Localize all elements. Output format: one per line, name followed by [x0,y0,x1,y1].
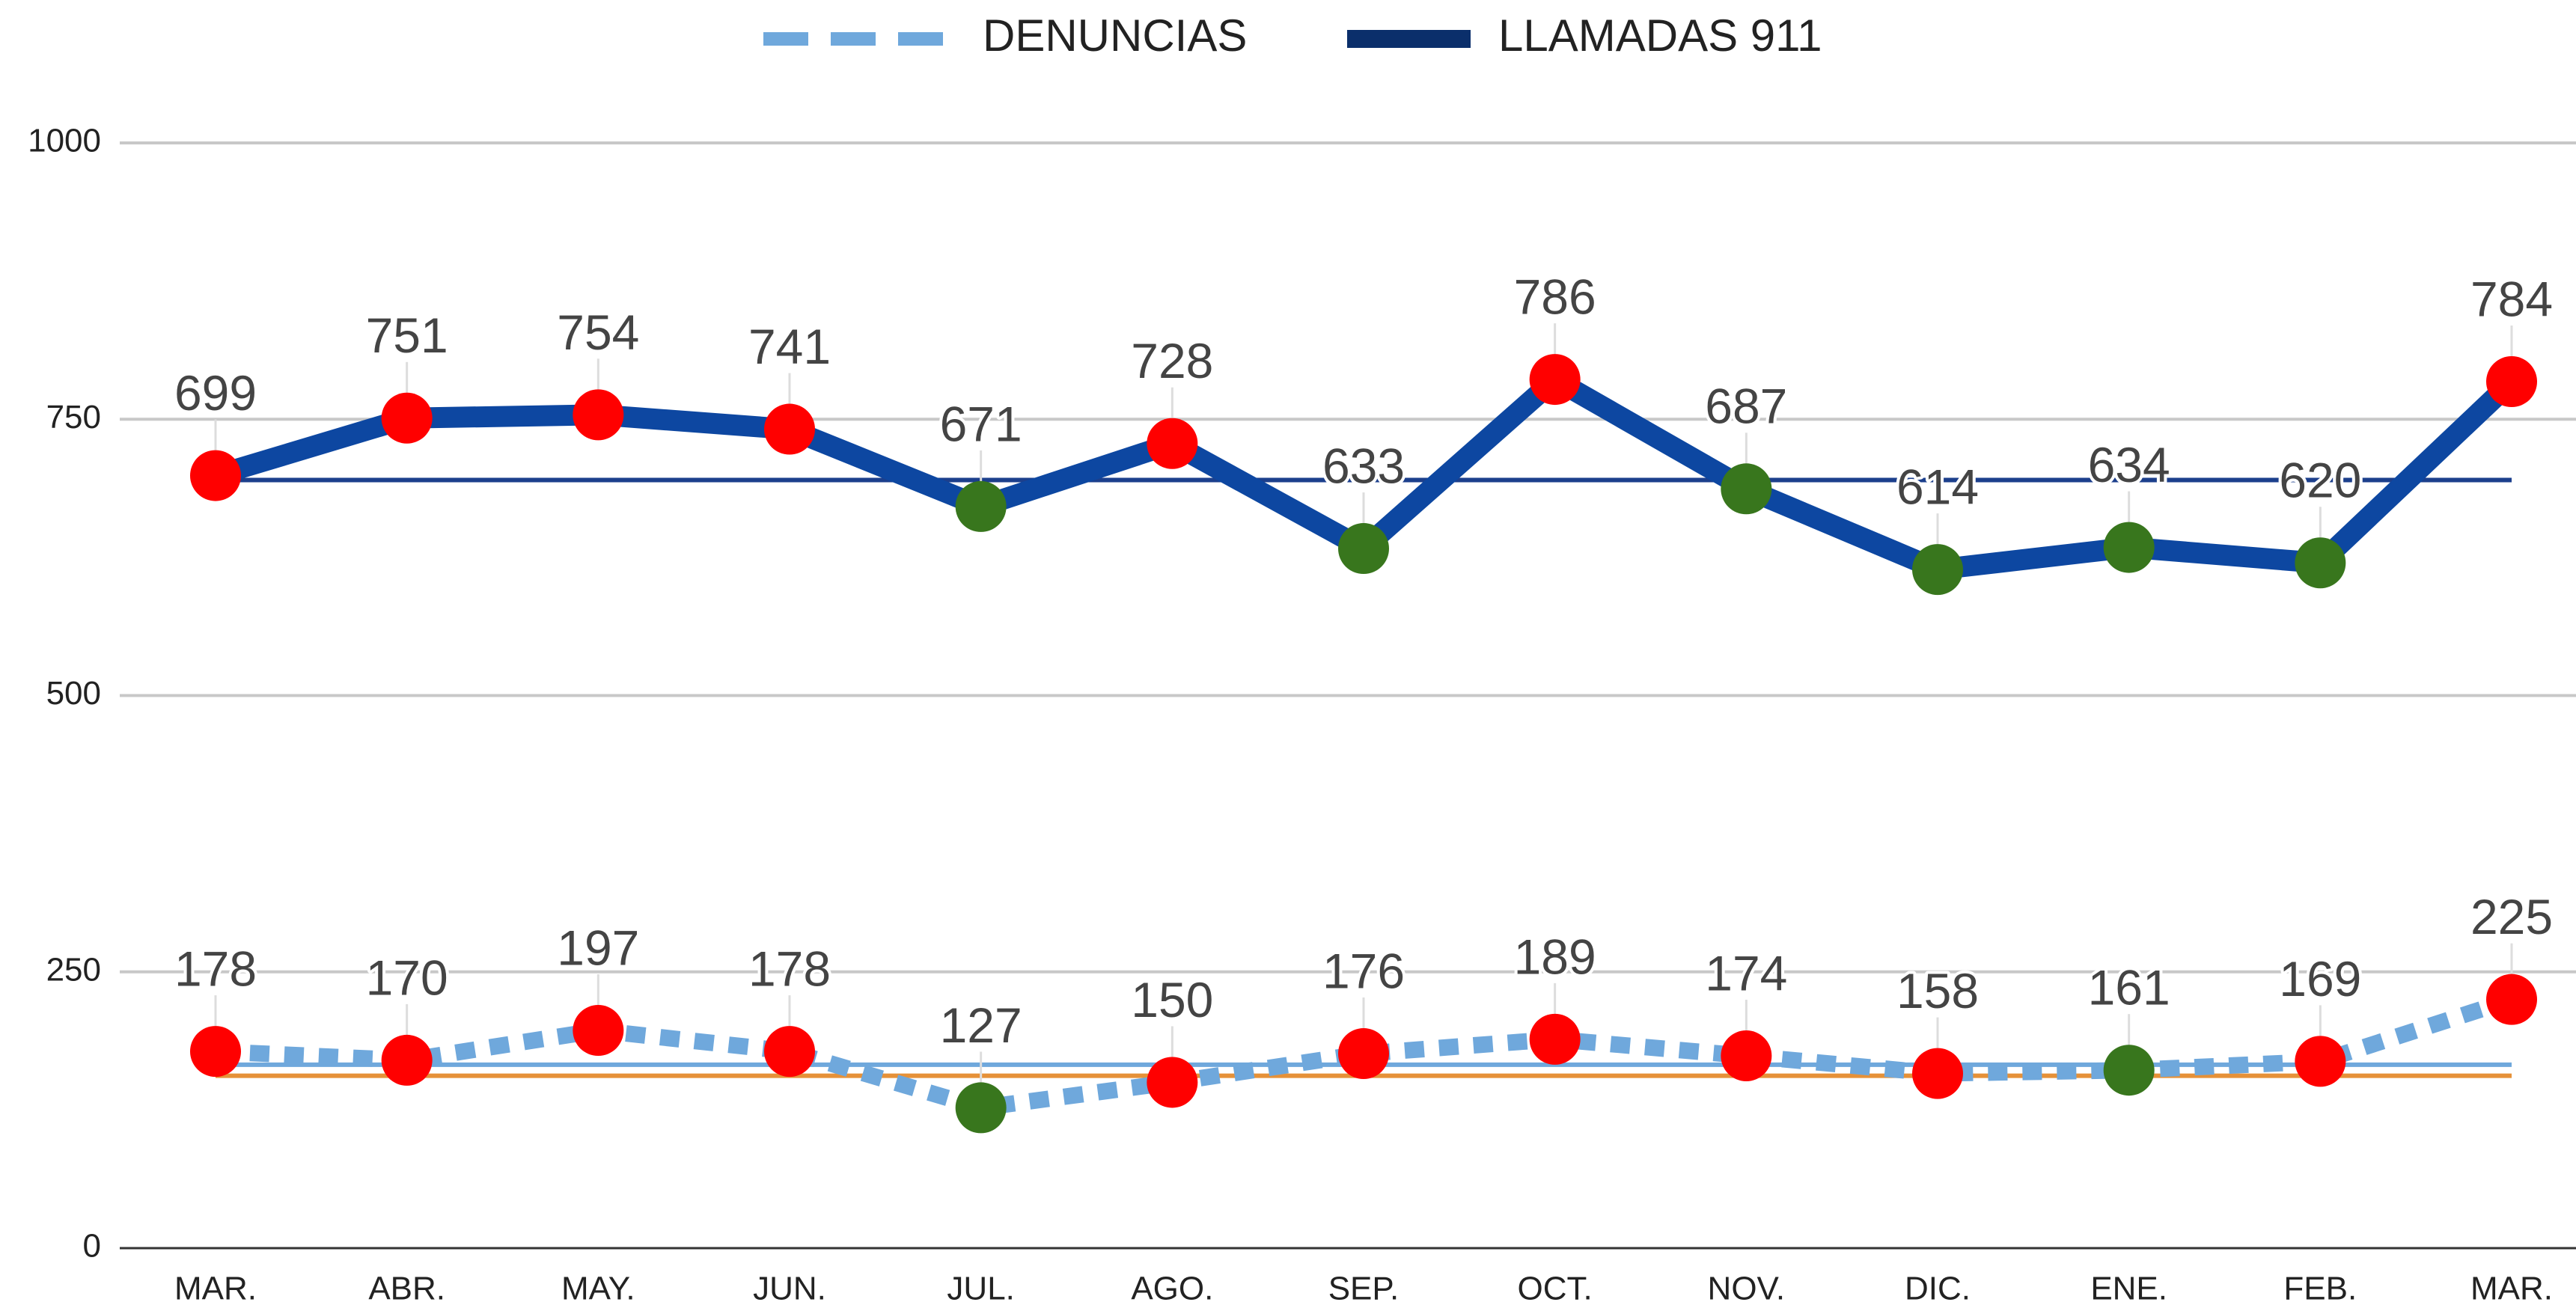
data-label: 633 [1322,438,1405,493]
data-point [1338,1028,1389,1080]
x-tick-label: SEP. [1328,1271,1400,1307]
data-point [381,392,433,444]
data-label: 741 [748,319,831,374]
y-tick-label: 500 [46,675,101,712]
data-point [381,1034,433,1086]
y-tick-label: 0 [83,1228,101,1265]
data-point [190,1026,241,1078]
x-tick-label: FEB. [2283,1271,2357,1307]
x-tick-label: MAY. [561,1271,635,1307]
y-tick-label: 750 [46,399,101,436]
data-label: 127 [940,997,1022,1053]
data-point [1912,544,1963,596]
data-point [573,1005,624,1057]
data-point [2103,1045,2155,1096]
data-label: 178 [174,941,257,997]
y-tick-label: 250 [46,951,101,988]
x-tick-label: MAR. [174,1271,257,1307]
data-label: 150 [1131,972,1213,1027]
x-tick-label: DIC. [1905,1271,1971,1307]
data-label: 784 [2470,271,2553,326]
data-point [1147,418,1198,469]
data-label: 197 [557,920,639,975]
data-point [2295,1036,2346,1087]
data-point [1529,354,1581,406]
data-label: 620 [2279,453,2361,508]
data-label: 158 [1896,963,1979,1018]
data-point [1912,1048,1963,1099]
data-point [955,1082,1007,1134]
legend-label: LLAMADAS 911 [1498,10,1822,61]
y-tick-label: 1000 [28,123,101,159]
data-label: 161 [2088,960,2170,1015]
data-label: 225 [2470,889,2553,944]
data-label: 671 [940,396,1022,451]
x-tick-label: JUL. [947,1271,1014,1307]
data-point [2486,974,2537,1025]
data-point [1721,1030,1772,1082]
data-label: 728 [1131,333,1213,388]
data-label: 699 [174,365,257,421]
x-tick-label: MAR. [2470,1271,2553,1307]
data-label: 634 [2088,437,2170,492]
data-label: 687 [1705,379,1787,434]
data-label: 169 [2279,951,2361,1006]
data-point [2486,356,2537,408]
data-label: 786 [1514,269,1596,325]
data-label: 178 [748,941,831,997]
data-point [2295,537,2346,589]
data-label: 614 [1896,459,1979,515]
data-label: 170 [366,950,448,1005]
data-point [764,1026,815,1078]
data-point [1338,523,1389,575]
data-label: 751 [366,308,448,363]
data-point [190,450,241,501]
data-label: 189 [1514,929,1596,984]
x-tick-label: NOV. [1708,1271,1786,1307]
data-point [1147,1057,1198,1108]
x-tick-label: ENE. [2090,1271,2167,1307]
data-point [764,403,815,455]
x-tick-label: JUN. [753,1271,826,1307]
x-tick-label: ABR. [368,1271,445,1307]
data-point [573,389,624,441]
x-tick-label: OCT. [1518,1271,1593,1307]
data-label: 174 [1705,945,1787,1000]
data-point [1529,1013,1581,1065]
data-label: 176 [1322,943,1405,998]
legend-label: DENUNCIAS [983,10,1247,61]
data-point [955,480,1007,532]
x-tick-label: AGO. [1131,1271,1213,1307]
data-label: 754 [557,305,639,360]
data-point [1721,463,1772,515]
data-point [2103,522,2155,573]
